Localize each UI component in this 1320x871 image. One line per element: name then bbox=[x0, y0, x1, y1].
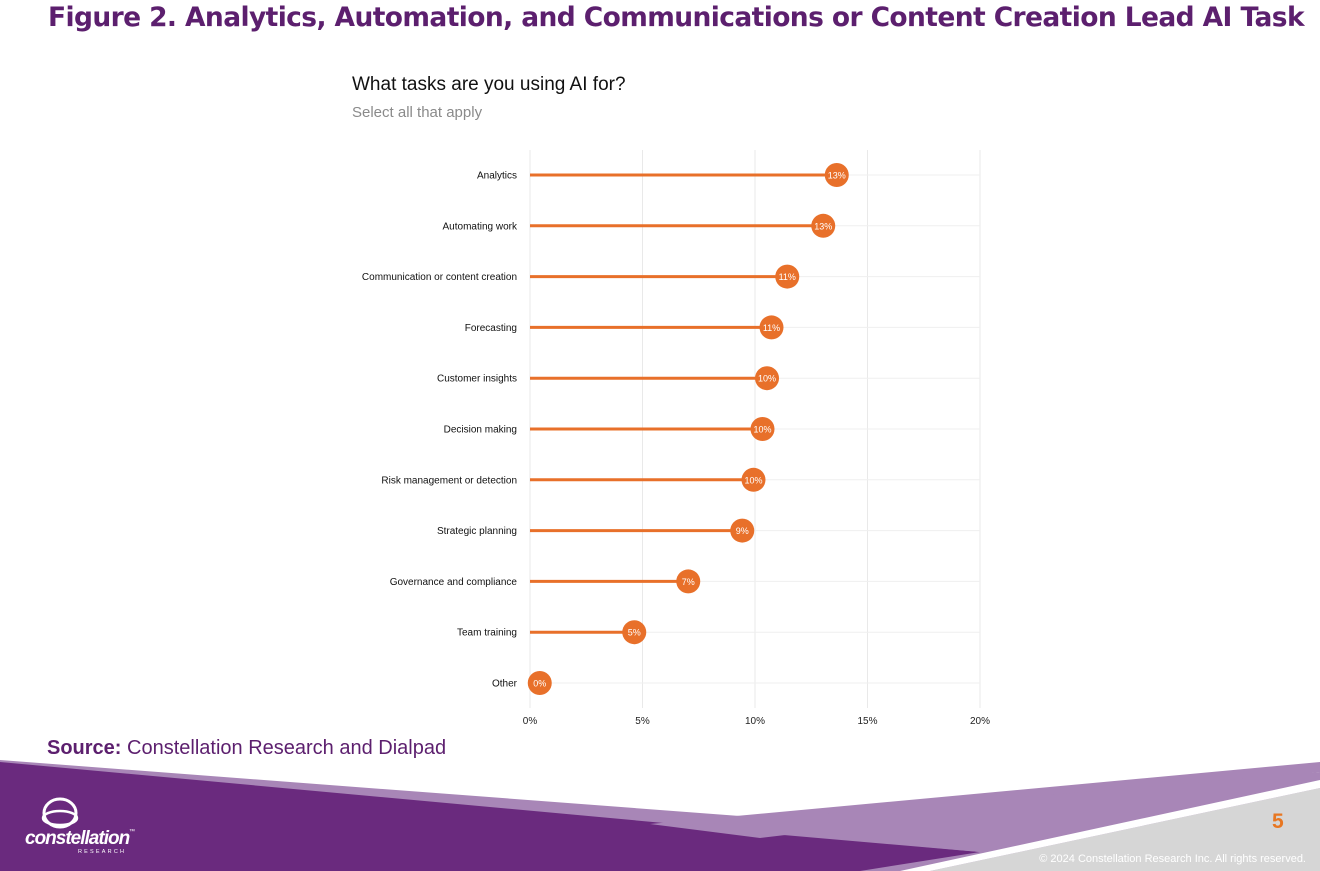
data-label: 9% bbox=[736, 526, 749, 536]
constellation-logo: constellation ™ RESEARCH bbox=[22, 796, 142, 858]
category-label: Risk management or detection bbox=[381, 475, 517, 486]
lollipop-dot bbox=[741, 467, 766, 492]
data-label: 13% bbox=[814, 221, 832, 231]
source-text: Constellation Research and Dialpad bbox=[127, 737, 447, 759]
source-label: Source: bbox=[47, 737, 122, 759]
logo-subtext: RESEARCH bbox=[78, 849, 127, 855]
lollipop-dot bbox=[811, 213, 836, 238]
data-label: 5% bbox=[628, 628, 641, 638]
page-number: 5 bbox=[1272, 810, 1284, 833]
figure-title: Figure 2. Analytics, Automation, and Com… bbox=[48, 2, 1305, 33]
chart-title: What tasks are you using AI for? bbox=[352, 74, 626, 95]
category-label: Team training bbox=[457, 628, 517, 639]
logo-rings-icon bbox=[41, 797, 79, 829]
data-label: 7% bbox=[682, 577, 695, 587]
data-label: 11% bbox=[779, 272, 796, 282]
footer-white-stripe bbox=[900, 780, 1320, 871]
category-label: Decision making bbox=[444, 425, 517, 436]
lollipop-dot bbox=[622, 620, 647, 645]
data-label: 0% bbox=[533, 679, 546, 689]
category-label: Strategic planning bbox=[437, 526, 517, 537]
lollipop-dot bbox=[755, 366, 779, 391]
lollipop-dot bbox=[676, 569, 701, 594]
category-label: Automating work bbox=[443, 221, 518, 232]
data-label: 11% bbox=[763, 323, 780, 333]
x-tick-label: 5% bbox=[635, 716, 650, 727]
data-label: 10% bbox=[753, 425, 771, 435]
lollipop-dot bbox=[730, 518, 755, 543]
lollipop-dot bbox=[527, 671, 552, 695]
lollipop-chart: 0% 5% 10% 15% 20% Analytics 13% Automating work… bbox=[362, 150, 990, 727]
lollipop-dot bbox=[759, 315, 784, 340]
lollipop-dot bbox=[775, 264, 800, 289]
x-tick-label: 15% bbox=[857, 716, 877, 727]
category-label: Forecasting bbox=[465, 323, 517, 334]
x-tick-label: 20% bbox=[970, 716, 990, 727]
data-label: 13% bbox=[828, 171, 846, 181]
lollipop-dot bbox=[824, 163, 849, 187]
source-line: Source: Constellation Research and Dialp… bbox=[47, 737, 446, 760]
copyright-notice: © 2024 Constellation Research Inc. All r… bbox=[1039, 853, 1306, 865]
data-label: 10% bbox=[758, 374, 776, 384]
category-label: Other bbox=[492, 679, 518, 690]
x-tick-label: 10% bbox=[745, 716, 765, 727]
category-label: Customer insights bbox=[437, 374, 517, 385]
logo-trademark: ™ bbox=[129, 829, 135, 835]
category-label: Communication or content creation bbox=[362, 272, 517, 283]
data-label: 10% bbox=[744, 475, 762, 485]
logo-wordmark: constellation bbox=[25, 828, 130, 849]
chart-subtitle: Select all that apply bbox=[352, 104, 483, 121]
category-label: Governance and compliance bbox=[390, 577, 518, 588]
category-label: Analytics bbox=[477, 171, 517, 182]
lollipop-dot bbox=[750, 417, 775, 441]
x-tick-label: 0% bbox=[523, 716, 538, 727]
footer-band-dark bbox=[0, 762, 980, 871]
